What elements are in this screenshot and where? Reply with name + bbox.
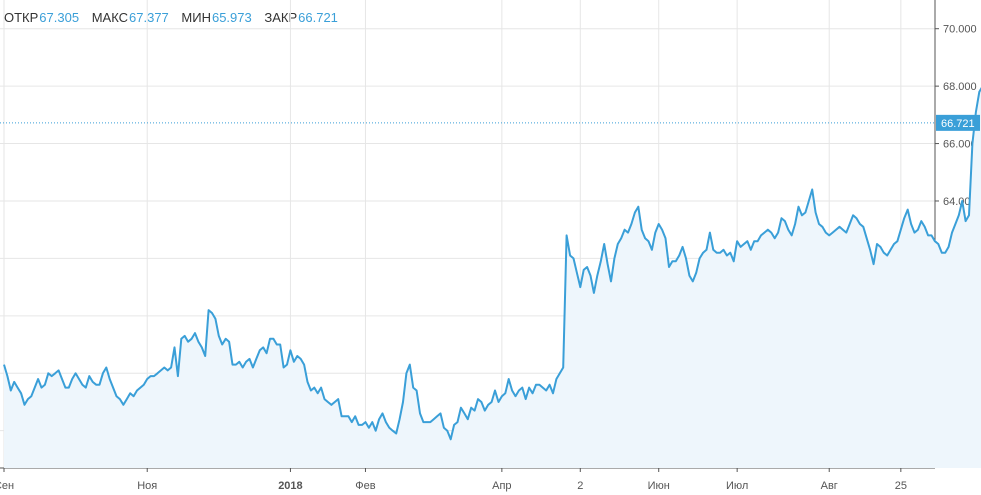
high-label: МАКС [91, 10, 129, 25]
y-tick-label: 68.000 [943, 81, 977, 93]
x-tick-label: Авг [821, 480, 838, 492]
last-value-badge [936, 114, 980, 131]
x-tick-label: Фев [355, 480, 375, 492]
x-tick-label: Июл [726, 480, 748, 492]
high-value: 67.377 [129, 10, 169, 25]
y-tick-label: 70.000 [943, 24, 977, 36]
x-tick-label: 2 [577, 480, 583, 492]
x-tick-label: 25 [895, 480, 907, 492]
ohlc-readout: ОТКР67.305 МАКС67.377 МИН65.973 ЗАКР66.7… [4, 10, 347, 25]
low-value: 65.973 [211, 10, 252, 25]
x-tick-label: Июн [648, 480, 670, 492]
x-tick-label: Сен [0, 480, 14, 492]
low-label: МИН [181, 10, 211, 25]
open-value: 67.305 [39, 10, 80, 25]
y-tick-label: 66.000 [943, 139, 977, 151]
open-label: ОТКР [4, 10, 39, 25]
close-value: 66.721 [298, 10, 338, 25]
series-area [4, 89, 981, 468]
x-tick-label: Апр [492, 480, 511, 492]
x-tick-label: Ноя [137, 480, 157, 492]
last-value-label: 66.721 [941, 118, 975, 130]
x-tick-label: 2018 [278, 480, 302, 492]
y-tick-label: 64.000 [943, 196, 977, 208]
close-label: ЗАКР [264, 10, 298, 25]
series-line [3, 87, 981, 441]
